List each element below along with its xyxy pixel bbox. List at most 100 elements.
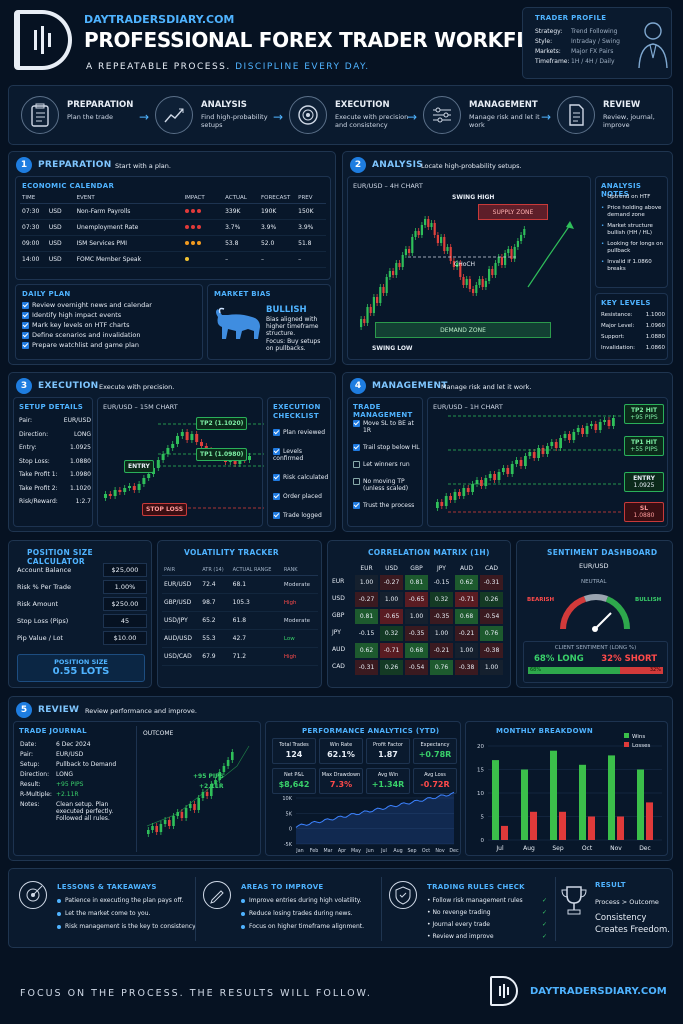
checklist-item[interactable]: Order placed xyxy=(273,493,330,500)
site-name[interactable]: DAYTRADERSDIARY.COM xyxy=(84,13,235,26)
tm-item[interactable]: Trust the process xyxy=(353,502,423,509)
correlation-row: JPY -0.15 0.32 -0.35 1.00 -0.21 0.76 xyxy=(332,625,508,642)
execution-chart: EUR/USD – 15M CHART TP2 (1.1020) TP1 (1.… xyxy=(97,397,264,527)
sliders-icon xyxy=(423,96,461,134)
checkbox-icon[interactable] xyxy=(22,321,29,329)
candle xyxy=(200,442,203,446)
checkbox-icon[interactable] xyxy=(353,461,360,468)
tm-item[interactable]: Move SL to BE at 1R xyxy=(353,420,423,434)
candle xyxy=(414,231,417,237)
step-number: 3 xyxy=(16,378,32,394)
candle xyxy=(478,279,481,285)
checklist-item[interactable]: Plan reviewed xyxy=(273,429,330,436)
candle xyxy=(546,446,549,454)
performance-analytics: PERFORMANCE ANALYTICS (YTD) Total Trades… xyxy=(265,721,461,856)
candle xyxy=(189,804,192,808)
tm-item[interactable]: Let winners run xyxy=(353,461,423,468)
outcome-chart: OUTCOME +95 PIPS +2.11R xyxy=(136,726,256,852)
calc-input[interactable]: $250.00 xyxy=(103,597,147,611)
candle xyxy=(497,257,500,263)
checkbox-icon[interactable] xyxy=(273,448,280,455)
candle xyxy=(190,434,194,440)
journal-row: Pair: EUR/USD xyxy=(20,751,84,758)
setup-details: SETUP DETAILS Pair: EUR/USD Direction: LONG… xyxy=(13,397,93,527)
bias-value: BULLISH xyxy=(266,305,307,315)
candle xyxy=(510,249,513,259)
note-item: • Uptrend on HTF xyxy=(601,194,651,200)
volatility-table: PAIR ATR (14) ACTUAL RANGE RANK EUR/USD 72.4 6… xyxy=(162,565,318,666)
rule-item: • No revenge trading ✓ xyxy=(427,909,547,916)
step-number: 5 xyxy=(16,702,32,718)
plan-item[interactable]: Prepare watchlist and game plan xyxy=(22,341,152,349)
note-item: • Market structure bullish (HH / HL) xyxy=(601,223,653,236)
plan-item[interactable]: Define scenarios and invalidation xyxy=(22,331,152,339)
calc-input[interactable]: 1.00% xyxy=(103,580,147,594)
checklist-item[interactable]: Trade logged xyxy=(273,512,330,519)
stat-card: Total Trades 124 xyxy=(272,738,316,764)
candle xyxy=(166,448,170,454)
bar-wins xyxy=(579,764,586,840)
trader-avatar-icon xyxy=(637,18,669,70)
arrow-icon: → xyxy=(541,110,552,124)
candle xyxy=(456,263,459,267)
neutral-label: NEUTRAL xyxy=(581,579,607,585)
level-row: Major Level: 1.0960 xyxy=(601,323,665,329)
volatility-tracker: VOLATILITY TRACKER PAIR ATR (14) ACTUAL RA… xyxy=(157,540,322,688)
outcome-r: +2.11R xyxy=(199,783,224,790)
impact-icon xyxy=(182,251,224,268)
checkbox-icon[interactable] xyxy=(22,331,29,339)
outcome-pips: +95 PIPS xyxy=(193,773,224,780)
candle xyxy=(369,307,372,313)
step-description: Review, journal, improve xyxy=(603,113,655,129)
candle xyxy=(458,492,461,496)
client-sentiment: CLIENT SENTIMENT (LONG %) 68% LONG 32% S… xyxy=(523,641,668,683)
perf-title: PERFORMANCE ANALYTICS (YTD) xyxy=(302,727,440,735)
footer-site[interactable]: DAYTRADERSDIARY.COM xyxy=(530,986,667,997)
checklist-item[interactable]: Risk calculated xyxy=(273,474,330,481)
calc-input[interactable]: $10.00 xyxy=(103,631,147,645)
candle xyxy=(161,454,165,460)
checkbox-icon[interactable] xyxy=(353,502,360,509)
step-description: Find high-probability setups xyxy=(201,113,268,129)
candle xyxy=(398,263,401,267)
candle xyxy=(559,438,562,448)
candle xyxy=(159,824,163,832)
checkbox-icon[interactable] xyxy=(353,444,360,451)
plan-item[interactable]: Identify high impact events xyxy=(22,311,152,319)
bar-losses xyxy=(588,816,595,840)
checkbox-icon[interactable] xyxy=(353,478,360,485)
x-tick: Sep xyxy=(407,848,416,854)
candle xyxy=(238,458,242,464)
checkbox-icon[interactable] xyxy=(273,429,280,436)
candle xyxy=(118,490,122,492)
plan-item[interactable]: Mark key levels on HTF charts xyxy=(22,321,152,329)
checkbox-icon[interactable] xyxy=(353,420,360,427)
position-result: POSITION SIZE 0.55 LOTS xyxy=(17,654,145,682)
sl-label: SL 1.0880 xyxy=(624,502,664,522)
checklist-item[interactable]: Levels confirmed xyxy=(273,448,304,462)
result-title: RESULT xyxy=(595,881,626,889)
plan-item[interactable]: Review overnight news and calendar xyxy=(22,301,152,309)
candle xyxy=(417,231,420,235)
step-description: Manage risk and let it work xyxy=(469,113,540,129)
clipboard-icon xyxy=(21,96,59,134)
rule-item: • Follow risk management rules ✓ xyxy=(427,897,547,904)
tm-item[interactable]: Trail stop below HL xyxy=(353,444,423,451)
candle xyxy=(366,307,369,323)
journal-row: Notes: Clean setup. Plan executed perfect… xyxy=(20,801,114,822)
checkbox-icon[interactable] xyxy=(273,493,280,500)
checkbox-icon[interactable] xyxy=(273,474,280,481)
calendar-row: 07:30 USD Non-Farm Payrolls 339K 190K 150K xyxy=(20,203,326,220)
checkbox-icon[interactable] xyxy=(22,301,29,309)
calc-input[interactable]: $25,000 xyxy=(103,563,147,577)
stat-card: Expectancy +0.78R xyxy=(413,738,457,764)
bullish-label: BULLISH xyxy=(635,597,662,603)
calc-input[interactable]: 45 xyxy=(103,614,147,628)
correlation-matrix: CORRELATION MATRIX (1H) EUR USD GBP JPY AUD C… xyxy=(327,540,511,688)
tm-item[interactable]: No moving TP (unless scaled) xyxy=(353,478,423,492)
checkbox-icon[interactable] xyxy=(22,341,29,349)
checkbox-icon[interactable] xyxy=(22,311,29,319)
candle xyxy=(444,496,448,506)
volatility-title: VOLATILITY TRACKER xyxy=(184,548,279,557)
checkbox-icon[interactable] xyxy=(273,512,280,519)
